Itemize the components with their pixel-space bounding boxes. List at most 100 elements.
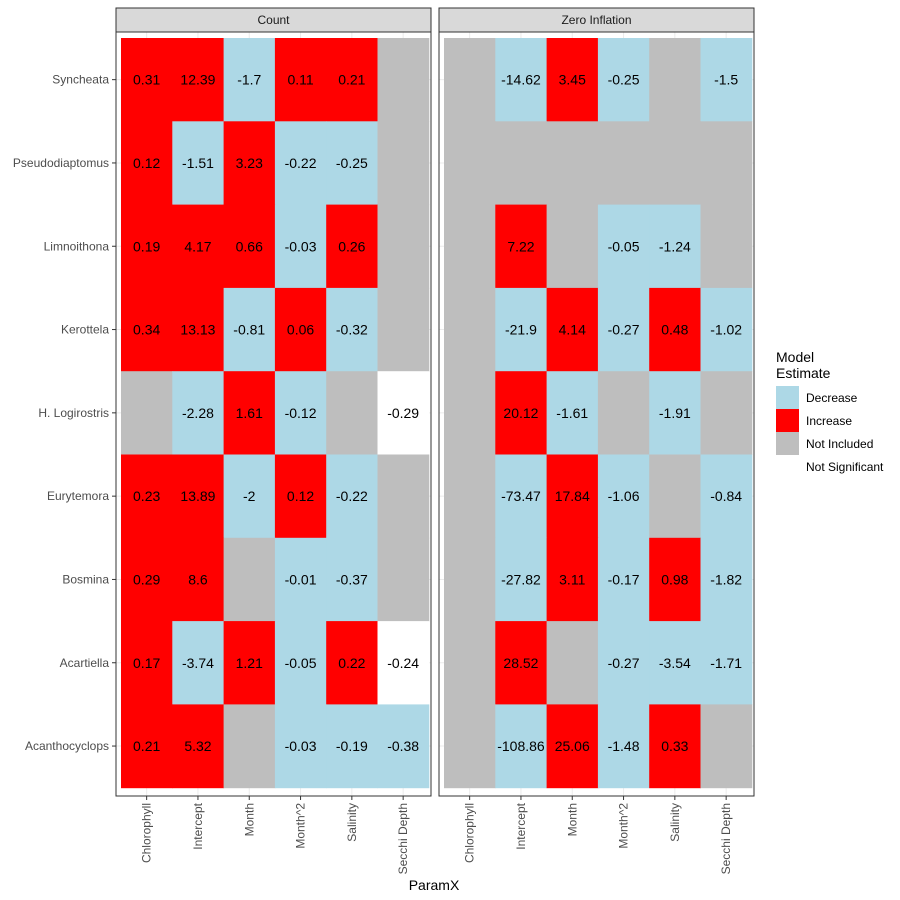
cell-value-label: -1.51 <box>182 155 214 171</box>
cell-value-label: 0.31 <box>133 72 160 88</box>
cell-value-label: 7.22 <box>507 238 534 254</box>
cell-value-label: -0.22 <box>336 488 368 504</box>
legend-key <box>776 455 799 478</box>
heatmap-cell <box>444 455 496 539</box>
cell-value-label: 0.29 <box>133 571 160 587</box>
heatmap-cell <box>378 121 430 205</box>
x-tick-label: Secchi Depth <box>719 803 733 874</box>
cell-value-label: -1.5 <box>714 72 738 88</box>
x-tick-label: Secchi Depth <box>396 803 410 874</box>
cell-value-label: 0.66 <box>236 238 263 254</box>
cell-value-label: 5.32 <box>184 738 211 754</box>
cell-value-label: -0.37 <box>336 571 368 587</box>
x-axis-title: ParamX <box>409 877 460 893</box>
cell-value-label: -0.32 <box>336 322 368 338</box>
heatmap-cell <box>121 371 173 455</box>
x-tick-label: Chlorophyll <box>140 803 154 863</box>
heatmap-cell <box>495 121 547 205</box>
cell-value-label: -0.19 <box>336 738 368 754</box>
legend-title: Estimate <box>776 365 831 381</box>
heatmap-cell <box>444 371 496 455</box>
cell-value-label: 3.23 <box>236 155 263 171</box>
cell-value-label: 0.11 <box>287 72 313 88</box>
heatmap-cell <box>701 371 753 455</box>
x-tick-label: Month <box>565 803 579 836</box>
cell-value-label: -1.02 <box>710 322 742 338</box>
heatmap-cell <box>444 538 496 622</box>
cell-value-label: -1.24 <box>659 238 691 254</box>
legend-key <box>776 432 799 455</box>
cell-value-label: -0.38 <box>387 738 419 754</box>
cell-value-label: -27.82 <box>501 571 541 587</box>
cell-value-label: 25.06 <box>555 738 590 754</box>
legend-key <box>776 386 799 409</box>
cell-value-label: 3.11 <box>559 571 585 587</box>
heatmap-cell <box>598 371 650 455</box>
legend-label: Decrease <box>806 391 858 405</box>
cell-value-label: -0.25 <box>336 155 368 171</box>
cell-value-label: 20.12 <box>503 405 538 421</box>
cell-value-label: 0.48 <box>661 322 688 338</box>
y-tick-label: Bosmina <box>62 572 109 586</box>
cell-value-label: 17.84 <box>555 488 590 504</box>
y-tick-label: Eurytemora <box>47 489 109 503</box>
x-tick-label: Intercept <box>191 802 205 849</box>
cell-value-label: -0.84 <box>710 488 742 504</box>
heatmap-cell <box>649 121 701 205</box>
cell-value-label: -3.54 <box>659 655 691 671</box>
cell-value-label: -14.62 <box>501 72 541 88</box>
heatmap-cell <box>701 121 753 205</box>
cell-value-label: -0.17 <box>608 571 640 587</box>
y-tick-label: Syncheata <box>52 73 109 87</box>
cell-value-label: -1.48 <box>608 738 640 754</box>
cell-value-label: 28.52 <box>503 655 538 671</box>
heatmap-cell <box>649 38 701 122</box>
heatmap-cell <box>547 121 599 205</box>
cell-value-label: -0.29 <box>387 405 419 421</box>
cell-value-label: 0.34 <box>133 322 160 338</box>
heatmap-cell <box>649 455 701 539</box>
cell-value-label: 0.21 <box>133 738 160 754</box>
cell-value-label: 12.39 <box>180 72 215 88</box>
x-tick-label: Month^2 <box>294 803 308 849</box>
legend-label: Not Significant <box>806 460 884 474</box>
cell-value-label: -0.05 <box>285 655 317 671</box>
heatmap-cell <box>444 621 496 705</box>
x-tick-label: Salinity <box>345 803 359 842</box>
cell-value-label: -0.01 <box>285 571 317 587</box>
heatmap-cell <box>444 205 496 289</box>
cell-value-label: 4.17 <box>184 238 211 254</box>
panel-title: Zero Inflation <box>561 13 631 27</box>
heatmap-cell <box>378 38 430 122</box>
cell-value-label: 0.17 <box>133 655 160 671</box>
cell-value-label: -1.7 <box>237 72 261 88</box>
heatmap-cell <box>547 205 599 289</box>
cell-value-label: -1.82 <box>710 571 742 587</box>
cell-value-label: 0.22 <box>338 655 365 671</box>
cell-value-label: -0.22 <box>285 155 317 171</box>
heatmap-cell <box>598 121 650 205</box>
legend-key <box>776 409 799 432</box>
cell-value-label: -21.9 <box>505 322 537 338</box>
cell-value-label: -0.27 <box>608 655 640 671</box>
cell-value-label: 13.13 <box>180 322 215 338</box>
cell-value-label: 0.23 <box>133 488 160 504</box>
x-tick-label: Month^2 <box>617 803 631 849</box>
x-tick-label: Salinity <box>668 803 682 842</box>
cell-value-label: -0.27 <box>608 322 640 338</box>
cell-value-label: -0.24 <box>387 655 419 671</box>
cell-value-label: -1.06 <box>608 488 640 504</box>
y-tick-label: Kerottela <box>61 323 109 337</box>
heatmap-cell <box>326 371 378 455</box>
x-tick-label: Intercept <box>514 802 528 849</box>
legend-label: Not Included <box>806 437 873 451</box>
cell-value-label: 0.26 <box>338 238 365 254</box>
heatmap-cell <box>378 538 430 622</box>
panel-title: Count <box>257 13 290 27</box>
cell-value-label: 0.21 <box>338 72 365 88</box>
cell-value-label: 3.45 <box>559 72 586 88</box>
cell-value-label: -1.61 <box>556 405 588 421</box>
cell-value-label: -0.03 <box>285 738 317 754</box>
x-tick-label: Chlorophyll <box>463 803 477 863</box>
